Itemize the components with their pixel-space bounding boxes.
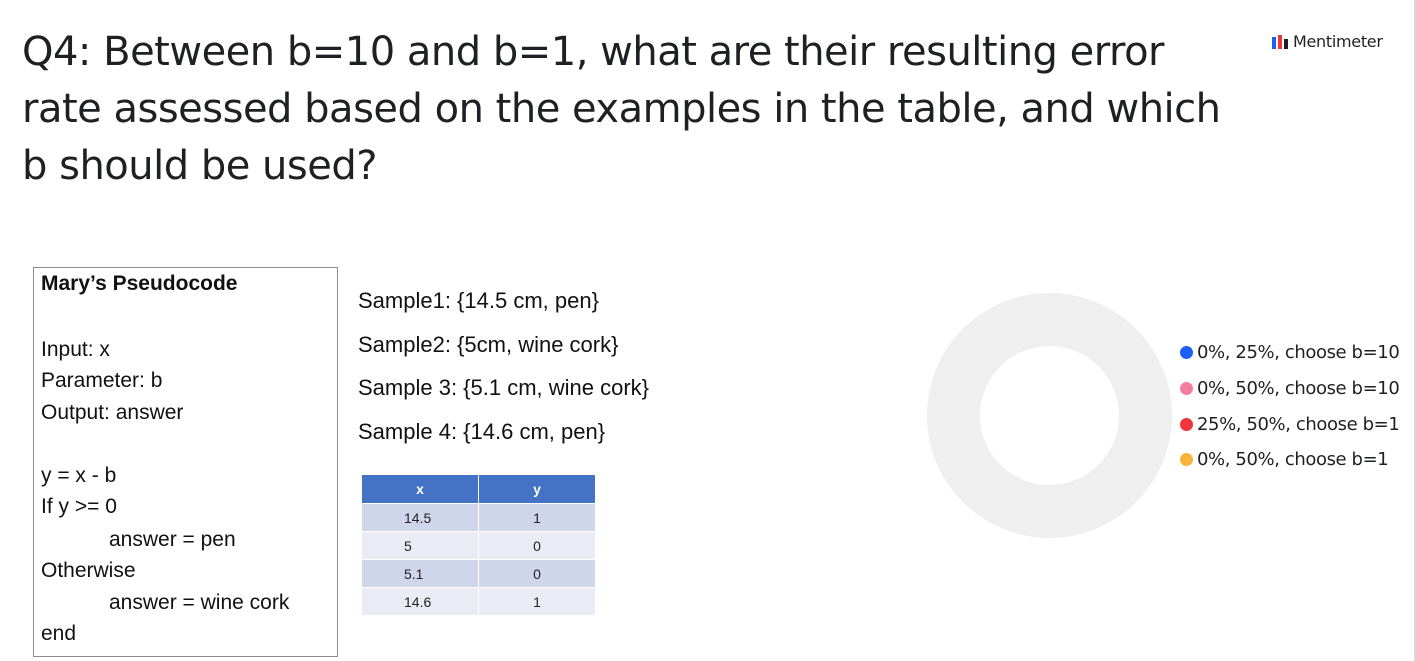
legend-dot-icon	[1180, 418, 1193, 431]
table-cell-y: 1	[478, 587, 596, 616]
pseudocode-title: Mary’s Pseudocode	[41, 272, 238, 295]
table-header-y: y	[478, 474, 596, 504]
table-row: 5 0	[361, 531, 596, 560]
pseudocode-condition: If y >= 0	[41, 495, 117, 518]
table-cell-y: 1	[478, 503, 596, 532]
table-row: 14.6 1	[361, 587, 596, 616]
brand-label: Mentimeter	[1293, 32, 1383, 51]
pseudocode-assign: y = x - b	[41, 464, 117, 487]
legend-item: 25%, 50%, choose b=1	[1180, 414, 1400, 435]
legend-label: 0%, 50%, choose b=1	[1197, 449, 1389, 470]
pseudocode-box: Mary’s Pseudocode Input: x Parameter: b …	[33, 267, 338, 657]
table-cell-x: 5.1	[361, 559, 479, 588]
table-cell-x: 14.6	[361, 587, 479, 616]
pseudocode-then-answer: answer = pen	[109, 528, 236, 551]
pseudocode-end: end	[41, 622, 77, 645]
table-header-row: x y	[361, 474, 596, 504]
legend-label: 0%, 25%, choose b=10	[1197, 342, 1400, 363]
legend-label: 0%, 50%, choose b=10	[1197, 378, 1400, 399]
pseudocode-parameter: Parameter: b	[41, 369, 163, 392]
legend-dot-icon	[1180, 382, 1193, 395]
legend-item: 0%, 25%, choose b=10	[1180, 342, 1400, 363]
pseudocode-input: Input: x	[41, 338, 110, 361]
brand-logo: Mentimeter	[1272, 32, 1383, 51]
legend-label: 25%, 50%, choose b=1	[1197, 414, 1400, 435]
legend-item: 0%, 50%, choose b=10	[1180, 378, 1400, 399]
table-cell-y: 0	[478, 531, 596, 560]
donut-empty-ring	[927, 293, 1172, 538]
results-donut-chart	[927, 293, 1172, 538]
sample-item: Sample1: {14.5 cm, pen}	[358, 288, 599, 313]
sample-item: Sample 4: {14.6 cm, pen}	[358, 419, 606, 444]
legend-dot-icon	[1180, 453, 1193, 466]
table-row: 5.1 0	[361, 559, 596, 588]
sample-item: Sample 3: {5.1 cm, wine cork}	[358, 375, 650, 400]
table-cell-x: 14.5	[361, 503, 479, 532]
legend-dot-icon	[1180, 346, 1193, 359]
pseudocode-else-answer: answer = wine cork	[109, 591, 290, 614]
question-title: Q4: Between b=10 and b=1, what are their…	[22, 29, 1221, 189]
slide-right-edge	[1414, 0, 1416, 661]
legend-item: 0%, 50%, choose b=1	[1180, 449, 1389, 470]
table-header-x: x	[361, 474, 479, 504]
pseudocode-output: Output: answer	[41, 401, 184, 424]
table-cell-x: 5	[361, 531, 479, 560]
pseudocode-otherwise: Otherwise	[41, 559, 136, 582]
table-cell-y: 0	[478, 559, 596, 588]
table-row: 14.5 1	[361, 503, 596, 532]
sample-item: Sample2: {5cm, wine cork}	[358, 332, 619, 357]
data-table: x y 14.5 1 5 0 5.1 0 14.6 1	[361, 474, 596, 616]
mentimeter-logo-icon	[1272, 34, 1288, 49]
